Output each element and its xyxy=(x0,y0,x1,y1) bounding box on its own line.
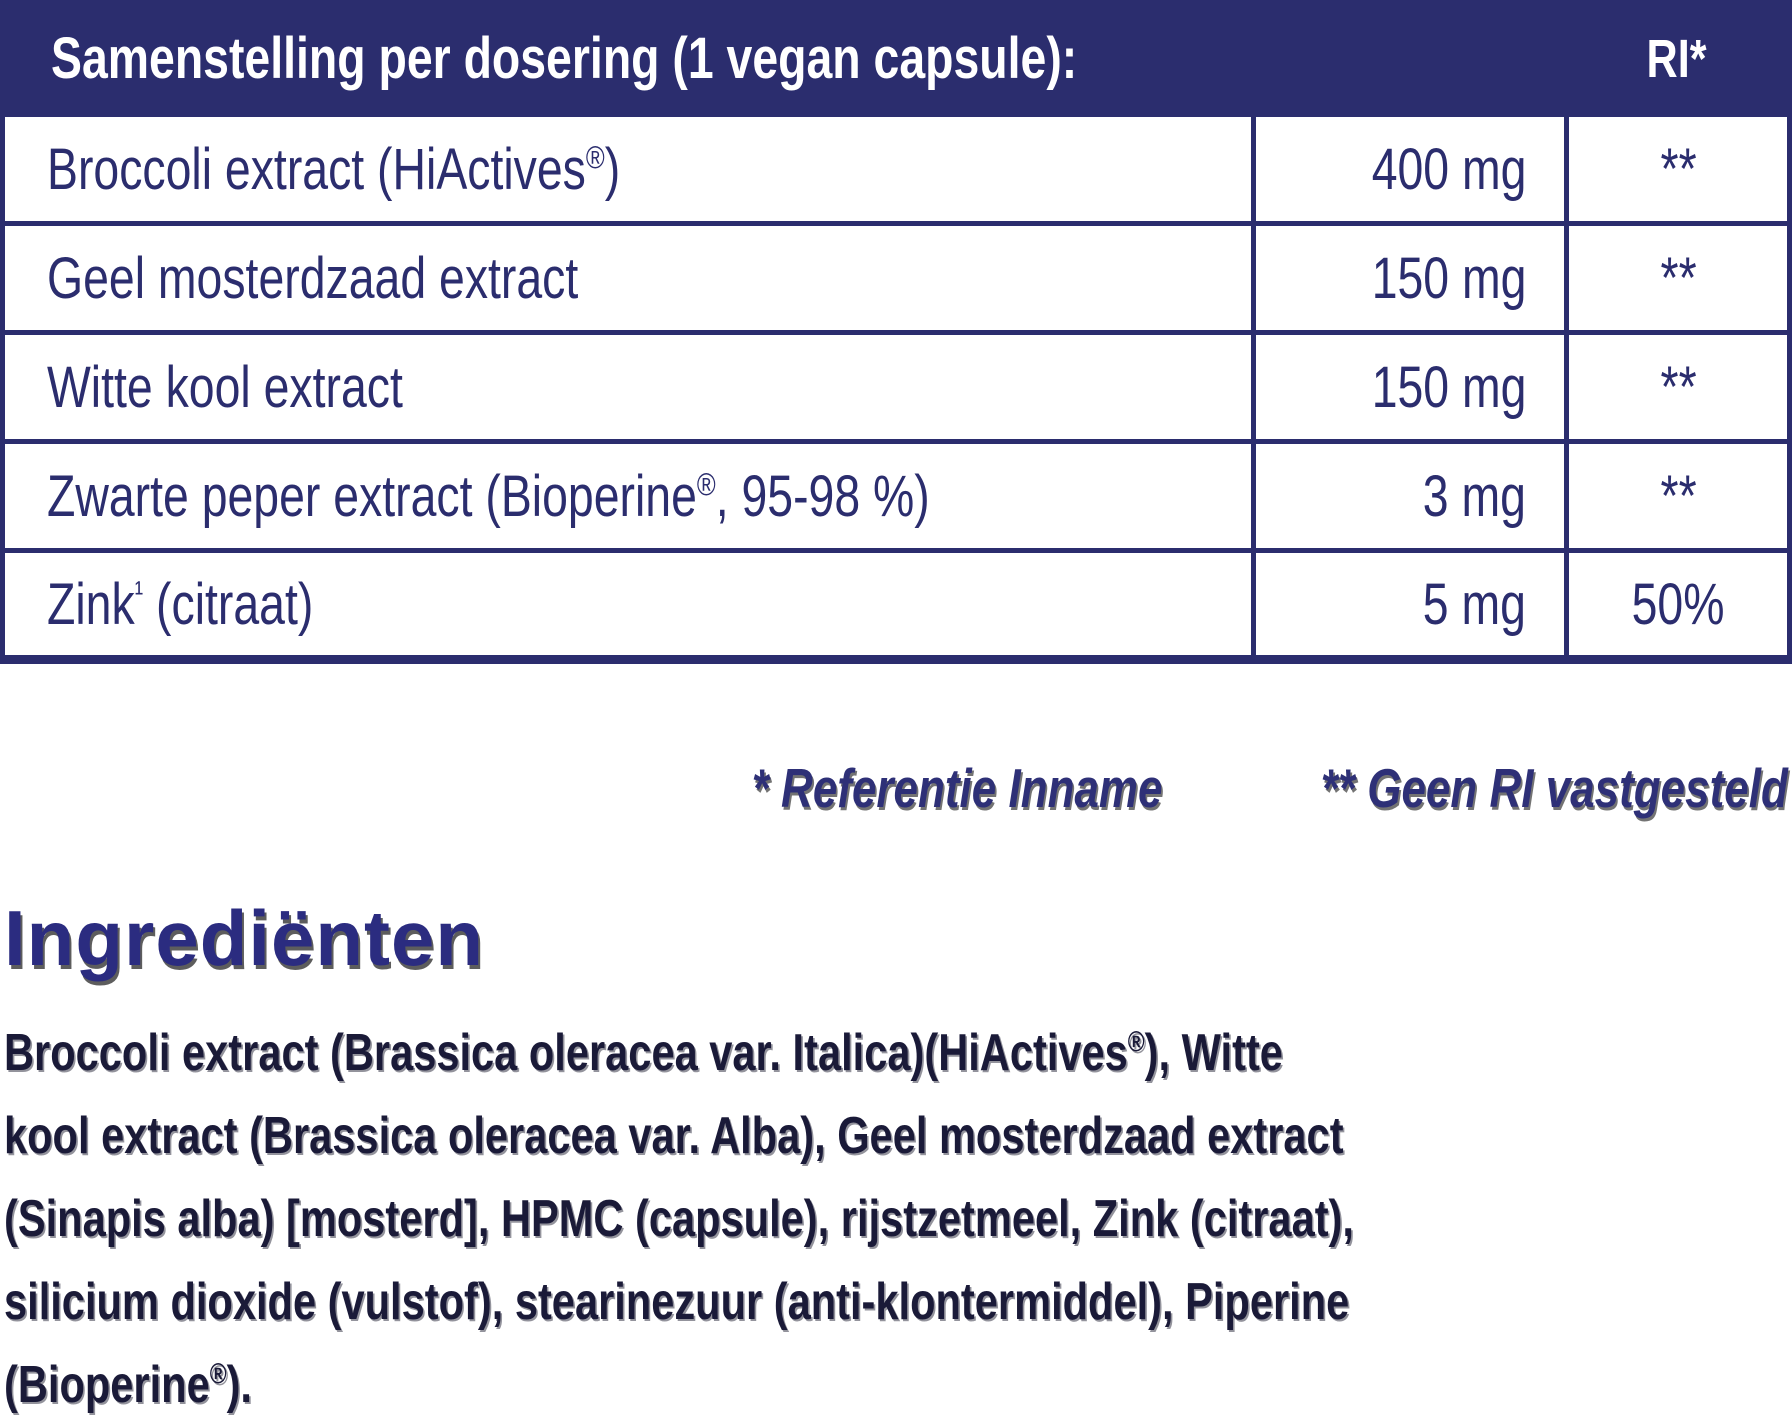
ingredient-name-cell: Broccoli extract (HiActives®) xyxy=(0,112,1257,226)
table-title-cell: Samenstelling per dosering (1 vegan caps… xyxy=(2,2,1567,115)
ingredient-name: Geel mosterdzaad extract xyxy=(47,245,579,311)
ingredient-ri: ** xyxy=(1660,245,1697,311)
ingredient-ri: ** xyxy=(1660,136,1697,202)
table-row: Geel mosterdzaad extract 150 mg ** xyxy=(0,221,1792,335)
ingredient-name-cell: Zwarte peper extract (Bioperine®, 95-98 … xyxy=(0,439,1257,553)
ingredient-ri-cell: ** xyxy=(1564,112,1792,226)
ingredient-amount-cell: 150 mg xyxy=(1251,330,1570,444)
ingredient-ri-cell: ** xyxy=(1564,221,1792,335)
ingredient-name: Zwarte peper extract (Bioperine®, 95-98 … xyxy=(47,463,930,529)
ingredient-amount: 150 mg xyxy=(1371,354,1527,420)
ingredient-name: Broccoli extract (HiActives®) xyxy=(47,136,621,202)
ingredient-name: Witte kool extract xyxy=(47,354,403,420)
table-row: Broccoli extract (HiActives®) 400 mg ** xyxy=(0,112,1792,226)
ingredient-ri-cell: 50% xyxy=(1564,548,1792,662)
no-ri-note: ** Geen RI vastgesteld xyxy=(1320,757,1788,819)
ingredients-heading: Ingrediënten xyxy=(4,894,485,982)
ingredient-line: (Sinapis alba) [mosterd], HPMC (capsule)… xyxy=(4,1190,1354,1248)
reference-intake-note: * Referentie Inname xyxy=(751,757,1163,819)
table-row: Zink¹ (citraat) 5 mg 50% xyxy=(0,548,1792,662)
table-row: Zwarte peper extract (Bioperine®, 95-98 … xyxy=(0,439,1792,553)
ingredient-ri-cell: ** xyxy=(1564,330,1792,444)
ingredient-name-cell: Witte kool extract xyxy=(0,330,1257,444)
ingredient-name: Zink¹ (citraat) xyxy=(47,571,314,637)
ingredient-amount: 150 mg xyxy=(1371,245,1527,311)
table-title: Samenstelling per dosering (1 vegan caps… xyxy=(51,26,1078,91)
ingredient-amount-cell: 5 mg xyxy=(1251,548,1570,662)
ingredient-name-cell: Geel mosterdzaad extract xyxy=(0,221,1257,335)
ingredient-ri: ** xyxy=(1660,463,1697,529)
ingredient-amount-cell: 3 mg xyxy=(1251,439,1570,553)
ingredient-amount: 5 mg xyxy=(1423,571,1527,637)
ingredient-amount: 400 mg xyxy=(1371,136,1527,202)
ingredient-amount-cell: 150 mg xyxy=(1251,221,1570,335)
footnote: * Referentie Inname ** Geen RI vastgestel… xyxy=(0,756,1792,820)
composition-table: Samenstelling per dosering (1 vegan caps… xyxy=(0,0,1792,664)
ingredient-amount: 3 mg xyxy=(1423,463,1527,529)
ingredient-line: Broccoli extract (Brassica oleracea var.… xyxy=(4,1024,1283,1082)
ingredient-ri: 50% xyxy=(1631,571,1725,637)
ingredient-amount-cell: 400 mg xyxy=(1251,112,1570,226)
ingredient-line: kool extract (Brassica oleracea var. Alb… xyxy=(4,1107,1344,1165)
ri-header-cell: RI* xyxy=(1566,2,1790,115)
ingredients-paragraph: Broccoli extract (Brassica oleracea var.… xyxy=(0,1012,1792,1427)
ri-header-label: RI* xyxy=(1646,28,1707,89)
table-header: Samenstelling per dosering (1 vegan caps… xyxy=(2,2,1790,115)
ingredient-name-cell: Zink¹ (citraat) xyxy=(0,548,1257,662)
ingredient-line: silicium dioxide (vulstof), stearinezuur… xyxy=(4,1273,1350,1331)
ingredient-ri: ** xyxy=(1660,354,1697,420)
ingredient-line: (Bioperine®). xyxy=(4,1356,252,1414)
table-row: Witte kool extract 150 mg ** xyxy=(0,330,1792,444)
ingredient-ri-cell: ** xyxy=(1564,439,1792,553)
